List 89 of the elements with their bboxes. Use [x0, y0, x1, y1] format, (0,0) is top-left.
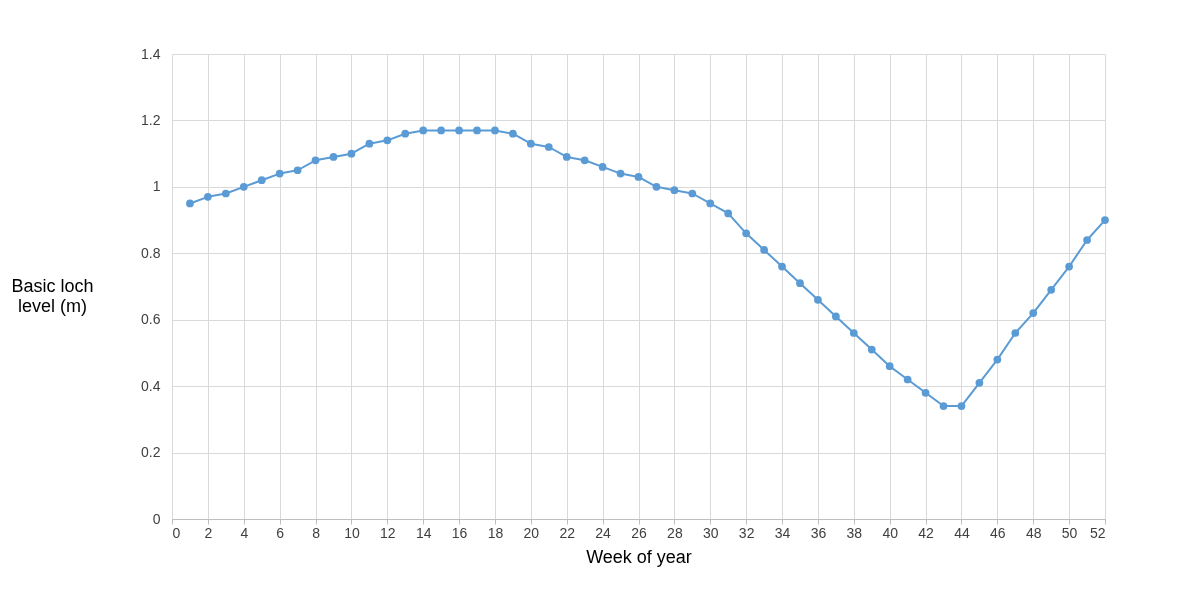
y-tick-label: 1.2 — [141, 111, 161, 128]
x-tick-label: 44 — [954, 524, 970, 541]
point — [975, 378, 984, 387]
x-tick-label: 52 — [1089, 524, 1106, 541]
point — [1011, 329, 1020, 337]
y-axis-title: Basic loch level (m) — [11, 276, 94, 316]
y-tick-label: 1.4 — [141, 45, 161, 62]
point — [293, 166, 302, 175]
point — [365, 139, 374, 148]
y-tick-label: 0 — [152, 510, 161, 527]
x-tick-label: 36 — [810, 524, 827, 541]
point — [814, 295, 822, 304]
x-tick-label: 30 — [702, 524, 719, 541]
point — [867, 345, 876, 354]
point — [706, 199, 715, 208]
point — [939, 402, 948, 410]
point — [796, 279, 804, 288]
x-tick-label: 8 — [312, 524, 321, 541]
point — [473, 126, 481, 135]
point — [239, 182, 248, 191]
point — [383, 136, 392, 145]
point — [275, 169, 284, 178]
point — [598, 163, 607, 171]
x-tick-label: 26 — [631, 524, 647, 541]
x-tick-label: 16 — [451, 524, 468, 541]
point — [760, 246, 768, 254]
point — [957, 402, 966, 410]
point — [1101, 216, 1109, 224]
y-tick-label: 0.8 — [141, 244, 161, 261]
x-tick-label: 42 — [918, 524, 935, 541]
point — [778, 262, 786, 271]
point — [688, 189, 697, 198]
point — [831, 312, 840, 321]
point — [921, 388, 930, 397]
point — [580, 156, 589, 165]
point — [257, 176, 266, 185]
point — [1083, 236, 1091, 244]
x-tick-label: 4 — [240, 524, 249, 541]
point — [455, 126, 463, 135]
x-tick-label: 18 — [487, 524, 504, 541]
x-tick-label: 32 — [738, 524, 755, 541]
x-tick-label: 12 — [380, 524, 396, 541]
point — [903, 375, 912, 384]
point — [670, 186, 679, 195]
x-tick-label: 2 — [204, 524, 213, 541]
x-tick-label: 20 — [523, 524, 540, 541]
point — [419, 126, 428, 135]
x-tick-label: 14 — [415, 524, 432, 541]
x-tick-label: 0 — [172, 524, 181, 541]
point — [509, 129, 517, 138]
point — [401, 129, 410, 138]
point — [311, 156, 320, 165]
y-tick-label: 1 — [152, 178, 161, 195]
point — [221, 189, 230, 198]
point — [1065, 262, 1073, 271]
point — [742, 229, 751, 238]
point — [437, 126, 446, 135]
point — [724, 209, 733, 218]
point — [652, 182, 661, 191]
x-tick-label: 28 — [667, 524, 683, 541]
point — [186, 199, 194, 208]
x-tick-label: 10 — [344, 524, 360, 541]
x-tick-label: 48 — [1025, 524, 1042, 541]
x-tick-label: 6 — [276, 524, 285, 541]
y-tick-label: 0.2 — [141, 444, 161, 461]
point — [634, 173, 643, 181]
x-tick-label: 34 — [774, 524, 791, 541]
point — [347, 149, 356, 158]
point — [993, 355, 1002, 364]
point — [1029, 309, 1038, 317]
x-axis-title: Week of year — [586, 546, 692, 567]
y-tick-label: 0.4 — [141, 377, 161, 394]
point — [204, 192, 212, 201]
point — [885, 362, 894, 371]
x-tick-label: 24 — [595, 524, 612, 541]
point — [491, 126, 499, 135]
x-tick-label: 22 — [559, 524, 576, 541]
x-tick-label: 40 — [882, 524, 899, 541]
point — [544, 143, 553, 151]
point — [616, 169, 625, 178]
point — [526, 139, 535, 148]
point — [329, 153, 338, 161]
x-tick-label: 46 — [990, 524, 1006, 541]
y-tick-label: 0.6 — [141, 311, 161, 328]
point — [1047, 285, 1056, 294]
x-tick-label: 38 — [846, 524, 863, 541]
x-tick-label: 50 — [1061, 524, 1078, 541]
point — [849, 329, 858, 337]
point — [562, 153, 571, 161]
